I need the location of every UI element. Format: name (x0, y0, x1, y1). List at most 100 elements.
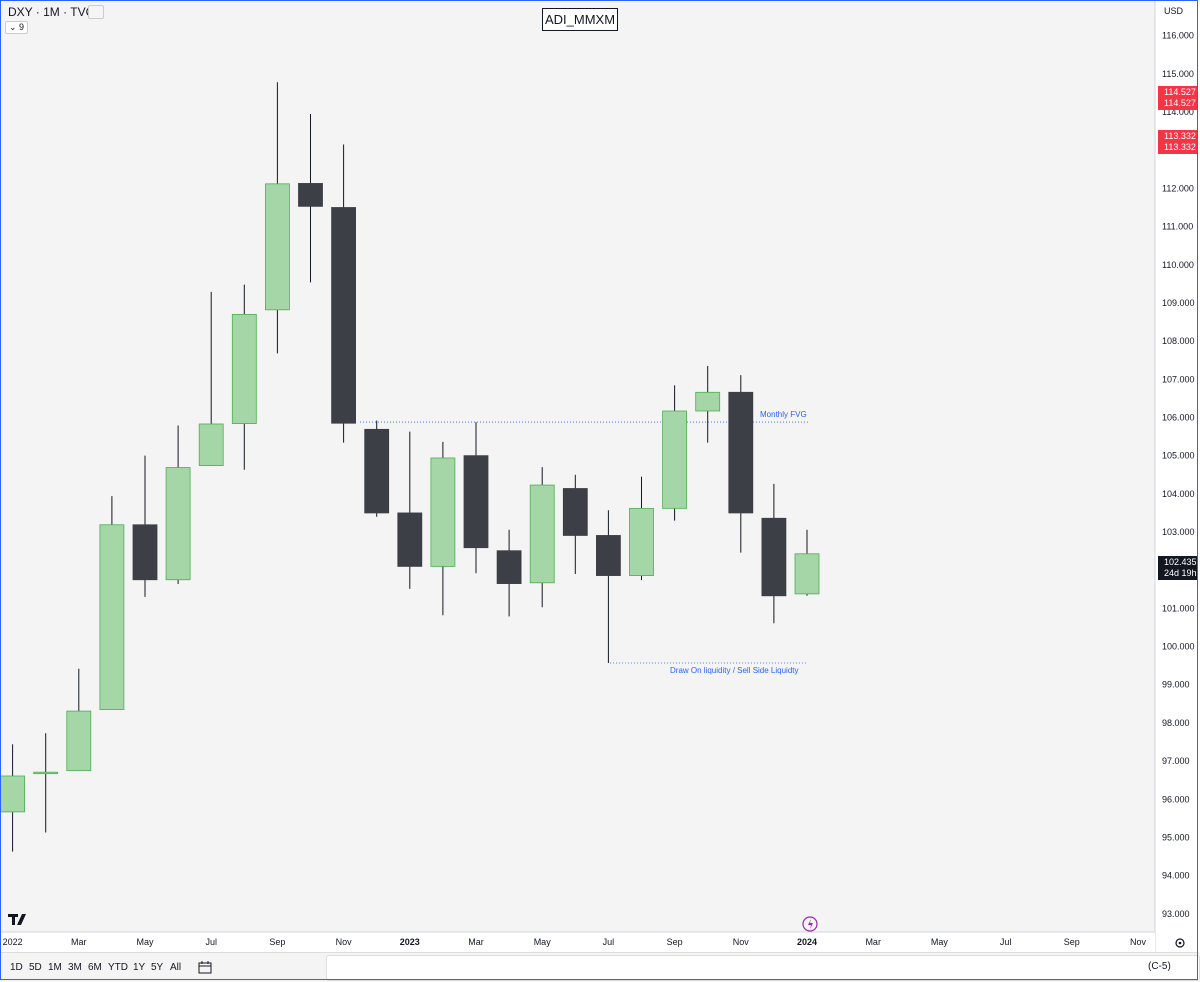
candle-body (695, 391, 721, 412)
candle-body (331, 207, 357, 424)
candle-body (0, 775, 25, 813)
price-tag (1158, 130, 1198, 154)
candle-body (529, 484, 555, 584)
price-tag (1158, 86, 1198, 110)
current-price-countdown: 24d 19h (1164, 568, 1197, 578)
x-tick-label: 2024 (797, 937, 817, 947)
x-tick-label: Sep (667, 937, 683, 947)
x-tick-label: May (931, 937, 949, 947)
y-tick-label: 99.000 (1162, 680, 1190, 690)
candle-body (33, 771, 59, 775)
time-axis (0, 932, 1155, 952)
x-tick-label: May (136, 937, 154, 947)
candle-body (397, 512, 423, 567)
y-tick-label: 100.000 (1162, 642, 1195, 652)
price-tag-label: 113.332 (1164, 142, 1196, 152)
candle-body (662, 410, 687, 509)
candle-body (298, 183, 323, 207)
range-5y[interactable]: 5Y (151, 962, 164, 973)
currency-label[interactable]: USD (1164, 6, 1184, 16)
candle-body (364, 428, 390, 514)
candle-body (761, 517, 787, 597)
range-all[interactable]: All (170, 962, 182, 973)
y-tick-label: 93.000 (1162, 909, 1190, 919)
price-tag-label: 113.332 (1164, 131, 1196, 141)
x-tick-label: Nov (1130, 937, 1147, 947)
candle-body (198, 423, 224, 466)
y-tick-label: 111.000 (1162, 222, 1193, 232)
candle-body (629, 507, 654, 576)
y-tick-label: 94.000 (1162, 871, 1190, 881)
candle-body (562, 488, 588, 536)
range-1d[interactable]: 1D (10, 962, 23, 973)
y-tick-label: 101.000 (1162, 603, 1195, 613)
tools-tail-label[interactable]: (C-5) (1148, 961, 1171, 972)
y-tick-label: 108.000 (1162, 336, 1195, 346)
y-tick-label: 104.000 (1162, 489, 1195, 499)
price-tag-label: 114.527 (1164, 98, 1196, 108)
plot-background (0, 0, 1155, 932)
annotation-label: Draw On liquidity / Sell Side Liquidty (670, 666, 799, 675)
candle-body (728, 391, 754, 514)
indicator-badge[interactable]: ⌄ 9 (5, 21, 29, 34)
x-tick-label: 2023 (400, 937, 420, 947)
range-5d[interactable]: 5D (29, 962, 42, 973)
x-tick-label: Jul (603, 937, 615, 947)
price-tag-label: 114.527 (1164, 87, 1196, 97)
range-1y[interactable]: 1Y (133, 962, 146, 973)
date-range-icon[interactable] (197, 959, 213, 975)
candle-body (463, 455, 489, 549)
candle-body (99, 524, 125, 710)
y-tick-label: 105.000 (1162, 451, 1195, 461)
settings-icon-center (1178, 941, 1182, 945)
x-tick-label: May (534, 937, 552, 947)
candle-body (264, 183, 290, 311)
y-tick-label: 106.000 (1162, 412, 1195, 422)
candle-body (496, 550, 522, 584)
price-axis (1155, 0, 1200, 952)
y-tick-label: 114.000 (1162, 107, 1194, 117)
annotation-label: Monthly FVG (760, 410, 807, 419)
candle-body (794, 553, 820, 595)
y-tick-label: 96.000 (1162, 794, 1190, 804)
y-tick-label: 97.000 (1162, 756, 1190, 766)
y-tick-label: 98.000 (1162, 718, 1190, 728)
tradingview-logo-icon (8, 914, 26, 925)
x-tick-label: Nov (336, 937, 353, 947)
x-tick-label: Mar (71, 937, 87, 947)
x-tick-label: Sep (269, 937, 285, 947)
y-tick-label: 107.000 (1162, 374, 1195, 384)
range-6m[interactable]: 6M (88, 962, 102, 973)
legend-toggle-button[interactable] (88, 5, 104, 19)
y-tick-label: 109.000 (1162, 298, 1195, 308)
x-tick-label: Mar (865, 937, 881, 947)
candle-body (66, 710, 92, 772)
range-1m[interactable]: 1M (48, 962, 62, 973)
symbol-legend[interactable]: DXY · 1M · TVC (8, 5, 95, 19)
x-tick-label: 2022 (3, 937, 23, 947)
x-tick-label: Jul (205, 937, 217, 947)
x-tick-label: Nov (733, 937, 750, 947)
candle-body (231, 314, 257, 424)
candle-body (165, 467, 191, 581)
current-price-value: 102.435 (1164, 557, 1197, 567)
x-tick-label: Sep (1064, 937, 1080, 947)
y-tick-label: 112.000 (1162, 183, 1194, 193)
candle-body (596, 535, 621, 576)
x-tick-label: Jul (1000, 937, 1012, 947)
chart-title: ADI_MMXM (542, 8, 618, 31)
current-price-tag (1158, 556, 1198, 580)
candle-body (132, 524, 158, 581)
range-ytd[interactable]: YTD (108, 962, 128, 973)
candle-body (430, 457, 456, 567)
settings-icon (1175, 938, 1185, 948)
range-3m[interactable]: 3M (68, 962, 82, 973)
y-tick-label: 110.000 (1162, 260, 1194, 270)
drawing-tools-bar (326, 955, 1200, 981)
y-tick-label: 116.000 (1162, 31, 1194, 41)
x-tick-label: Mar (468, 937, 484, 947)
y-tick-label: 115.000 (1162, 69, 1194, 79)
y-tick-label: 95.000 (1162, 832, 1190, 842)
y-tick-label: 103.000 (1162, 527, 1195, 537)
